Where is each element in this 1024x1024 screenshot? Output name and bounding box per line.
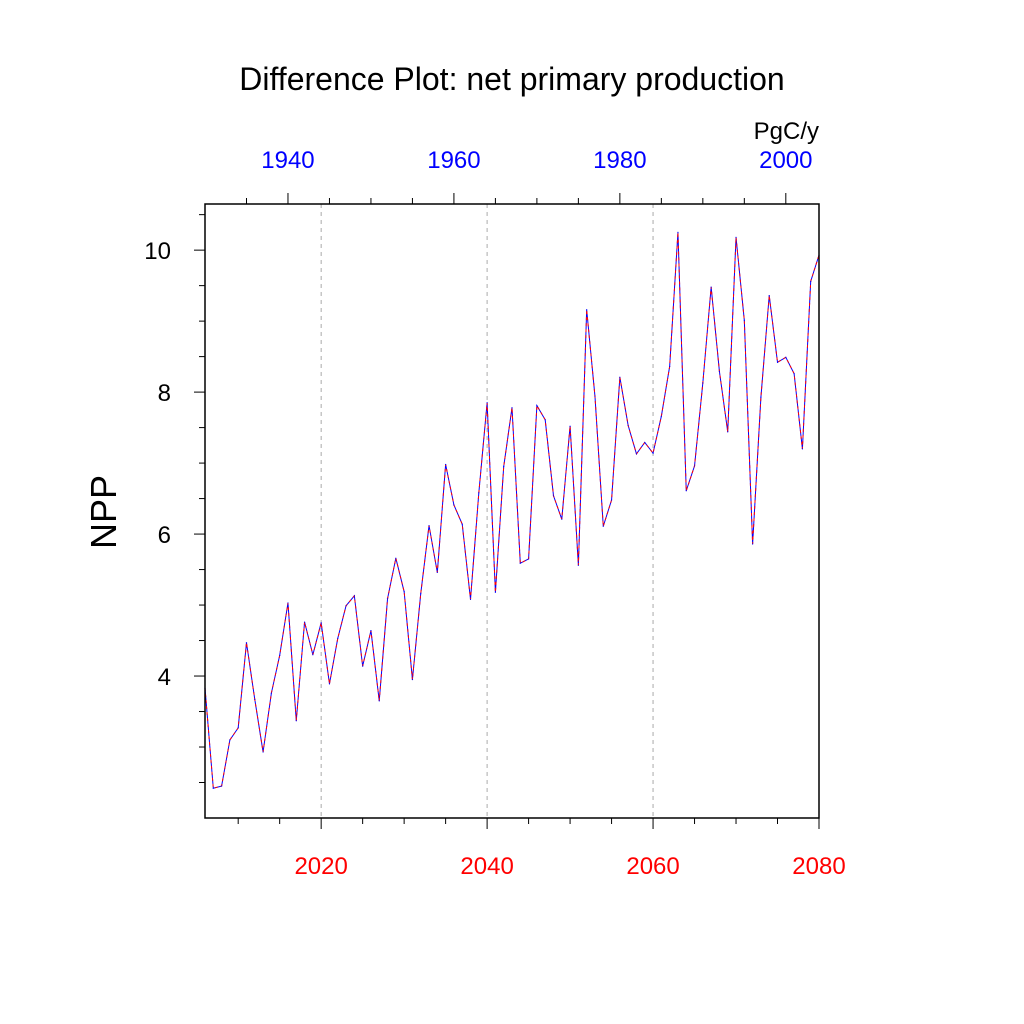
data-point [727, 431, 729, 433]
data-point [635, 453, 638, 455]
x-tick-label-top: 1960 [427, 147, 480, 174]
data-point [702, 382, 704, 384]
data-point [577, 564, 579, 566]
y-tick-label: 10 [144, 238, 171, 265]
plot-frame [204, 203, 820, 819]
gridlines [320, 204, 654, 818]
data-point [436, 571, 438, 574]
data-point [420, 593, 422, 595]
data-point [453, 504, 455, 506]
y-tick-label: 4 [158, 664, 171, 691]
data-point [229, 739, 231, 741]
data-point [627, 424, 629, 427]
data-point [544, 419, 546, 421]
data-point [486, 402, 488, 404]
data-point [552, 495, 555, 497]
units-label: PgC/y [754, 118, 819, 145]
data-point [386, 598, 389, 600]
y-tick-label: 6 [158, 522, 171, 549]
data-point [569, 425, 571, 427]
data-point [644, 441, 646, 444]
data-point [445, 463, 447, 466]
data-point [594, 395, 596, 397]
data-point [793, 373, 795, 375]
data-point [519, 562, 521, 564]
series-line-blue [204, 232, 820, 789]
data-point [303, 621, 306, 623]
data-point [254, 698, 256, 701]
data-point [710, 286, 712, 288]
x-tick-label-bottom: 2040 [460, 853, 513, 880]
data-point [345, 605, 347, 607]
data-point [337, 637, 339, 640]
data-point [735, 236, 737, 238]
data-point [469, 598, 472, 600]
x-tick-label-bottom: 2060 [626, 853, 679, 880]
data-point [586, 309, 588, 311]
chart-title: Difference Plot: net primary production [239, 61, 784, 97]
x-tick-label-bottom: 2020 [294, 853, 347, 880]
data-point [411, 678, 414, 681]
x-tick-label-bottom: 2080 [792, 853, 845, 880]
data-point [669, 365, 671, 368]
data-point [403, 590, 405, 593]
data-point [527, 558, 530, 560]
data-point [328, 683, 331, 685]
x-tick-label-top: 1940 [261, 147, 314, 174]
series-line-red [204, 232, 820, 789]
data-point [428, 524, 430, 527]
data-point [245, 642, 248, 644]
data-point [677, 231, 679, 233]
data-point [220, 785, 223, 787]
axis-ticks [194, 193, 820, 829]
data-point [320, 622, 322, 624]
data-point [395, 557, 397, 559]
data-point [353, 595, 355, 597]
data-point [768, 294, 770, 297]
data-point [536, 404, 538, 407]
data-point [743, 319, 745, 322]
data-point [610, 499, 613, 501]
data-point [660, 415, 662, 417]
data-point [785, 356, 787, 358]
y-tick-label: 8 [158, 380, 171, 407]
data-point [362, 665, 364, 667]
data-point [461, 523, 463, 525]
data-point [752, 543, 754, 545]
data-point [494, 591, 497, 593]
data-point [760, 396, 762, 398]
data-point [718, 370, 721, 373]
x-tick-label-top: 1980 [593, 147, 646, 174]
data-point [810, 280, 812, 282]
data-point [478, 492, 480, 494]
x-tick-label-top: 2000 [759, 147, 812, 174]
data-point [237, 727, 239, 729]
data-point [685, 490, 687, 492]
data-point [693, 465, 696, 467]
data-point [295, 720, 297, 722]
data-point [212, 787, 214, 789]
data-point [801, 448, 804, 450]
data-point [652, 452, 654, 454]
data-point [378, 700, 380, 702]
data-point [262, 751, 264, 753]
data-point [503, 466, 505, 468]
data-point [511, 407, 513, 409]
data-point [279, 654, 281, 657]
data-series [204, 231, 820, 789]
data-point [776, 361, 779, 363]
data-point [370, 630, 372, 632]
data-point [602, 525, 604, 527]
data-point [561, 518, 563, 520]
data-point [287, 602, 289, 604]
data-point [619, 376, 621, 378]
data-point [270, 692, 272, 694]
y-axis-label: NPP [83, 475, 124, 549]
data-point [312, 654, 314, 656]
